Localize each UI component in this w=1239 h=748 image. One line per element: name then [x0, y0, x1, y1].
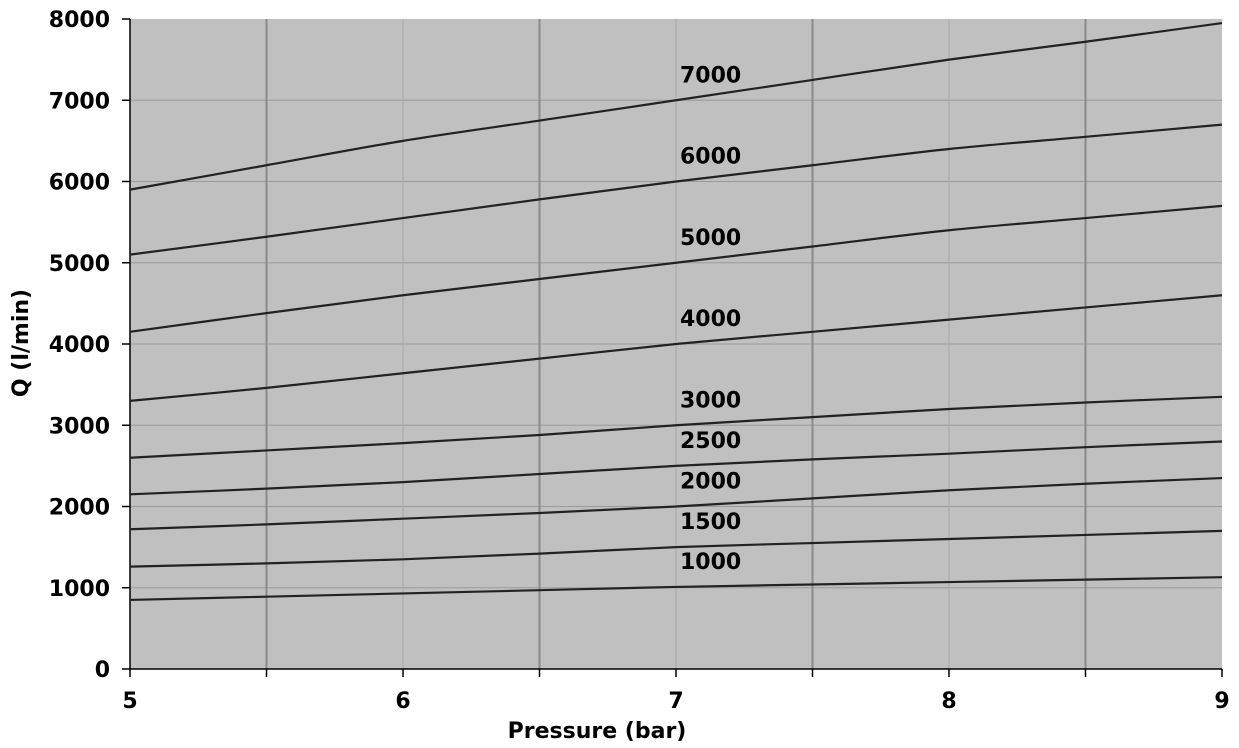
series-label-2000: 2000 — [680, 470, 741, 495]
y-tick-label: 4000 — [49, 333, 110, 358]
series-labels: 1000 1500 2000 2500 3000 4000 5000 6000 7000 — [680, 63, 741, 575]
y-axis-title: Q (l/min) — [9, 289, 34, 397]
series-label-1000: 1000 — [680, 550, 741, 575]
series-label-3000: 3000 — [680, 388, 741, 413]
y-tick-label: 0 — [95, 658, 110, 683]
series-label-2500: 2500 — [680, 429, 741, 454]
series-label-4000: 4000 — [680, 307, 741, 332]
y-tick-label: 1000 — [49, 577, 110, 602]
y-tick-label: 3000 — [49, 414, 110, 439]
x-tick-label: 6 — [395, 689, 410, 714]
x-axis-title: Pressure (bar) — [508, 719, 687, 744]
series-line-5000 — [129, 204, 1223, 333]
series-line-1500 — [129, 529, 1223, 568]
y-tick-label: 2000 — [49, 496, 110, 521]
series-label-1500: 1500 — [680, 510, 741, 535]
y-tick-label: 8000 — [49, 8, 110, 33]
x-tick-label: 9 — [1214, 689, 1229, 714]
series-line-2500 — [129, 440, 1223, 496]
y-tick-label: 7000 — [49, 89, 110, 114]
series-line-4000 — [129, 294, 1223, 402]
series-line-1000 — [129, 576, 1223, 602]
series-line-3000 — [129, 395, 1223, 459]
axes: 0 1000 2000 3000 4000 5000 6000 7000 8000 5 6 7 8 9 — [49, 8, 1230, 714]
series-lines — [129, 21, 1223, 602]
x-tick-label: 8 — [941, 689, 956, 714]
series-line-6000 — [129, 123, 1223, 256]
x-tick-label: 7 — [668, 689, 683, 714]
series-label-6000: 6000 — [680, 145, 741, 170]
y-tick-label: 6000 — [49, 171, 110, 196]
series-label-7000: 7000 — [680, 63, 741, 88]
series-label-5000: 5000 — [680, 226, 741, 251]
series-line-2000 — [129, 476, 1223, 531]
x-tick-label: 5 — [122, 689, 137, 714]
series-line-7000 — [129, 21, 1223, 191]
y-tick-label: 5000 — [49, 252, 110, 277]
